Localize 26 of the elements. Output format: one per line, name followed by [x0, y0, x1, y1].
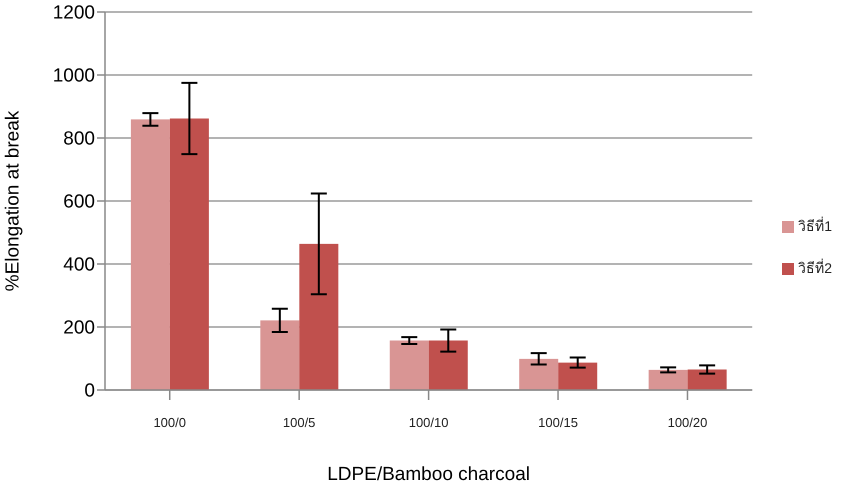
- y-tick-label: 1200: [52, 2, 95, 24]
- legend-label: วิธีที่2: [798, 260, 832, 276]
- y-axis-title: %Elongation at break: [2, 110, 24, 292]
- x-axis-title: LDPE/Bamboo charcoal: [327, 464, 530, 485]
- bar: [130, 119, 170, 390]
- y-tick-label: 400: [63, 254, 95, 276]
- bar: [260, 320, 300, 390]
- bar: [299, 244, 338, 390]
- bar: [428, 340, 468, 390]
- bar: [688, 370, 727, 390]
- legend-label: วิธีที่1: [798, 218, 832, 234]
- y-tick-label: 1000: [52, 66, 95, 87]
- x-tick-label: 100/15: [538, 415, 578, 430]
- y-tick-label: 200: [63, 318, 95, 339]
- bar: [390, 340, 429, 390]
- x-tick-label: 100/10: [408, 415, 448, 430]
- x-tick-label: 100/20: [668, 415, 708, 430]
- bar: [170, 118, 209, 390]
- bar: [558, 362, 598, 390]
- bar: [519, 358, 558, 390]
- y-tick-label: 0: [84, 380, 95, 402]
- x-tick-label: 100/5: [282, 415, 316, 430]
- y-tick-label: 800: [63, 128, 95, 150]
- bar: [648, 370, 688, 390]
- x-tick-label: 100/0: [153, 415, 186, 430]
- y-tick-label: 600: [63, 192, 95, 213]
